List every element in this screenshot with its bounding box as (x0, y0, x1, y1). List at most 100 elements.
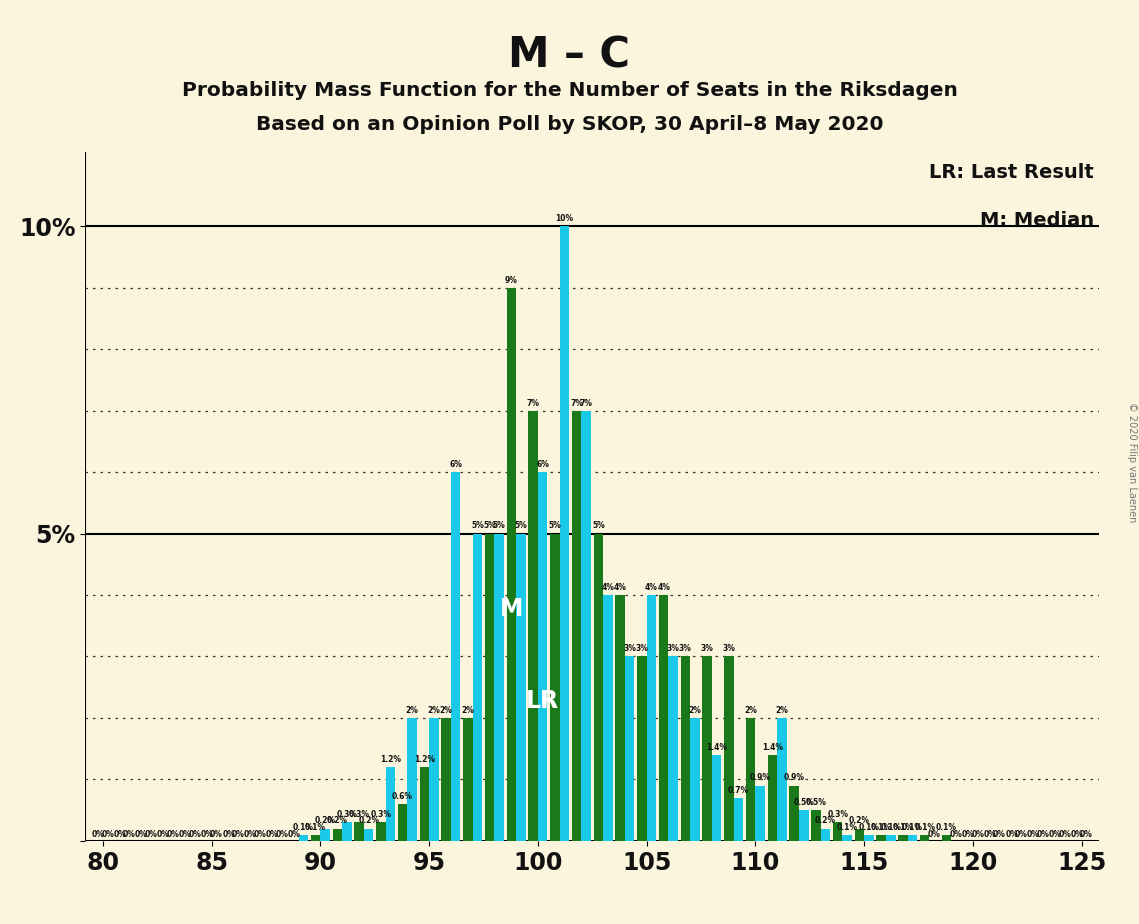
Text: 0.9%: 0.9% (749, 773, 771, 783)
Text: 0.3%: 0.3% (349, 810, 369, 820)
Text: 1.2%: 1.2% (380, 755, 401, 764)
Bar (320, 829, 330, 841)
Bar (777, 718, 787, 841)
Text: 0%: 0% (1049, 830, 1062, 839)
Bar (342, 822, 352, 841)
Text: 0%: 0% (1080, 830, 1093, 839)
Bar (865, 834, 874, 841)
Text: 0%: 0% (1006, 830, 1018, 839)
Text: 7%: 7% (580, 398, 592, 407)
Text: 0.9%: 0.9% (784, 773, 804, 783)
Text: Based on an Opinion Poll by SKOP, 30 April–8 May 2020: Based on an Opinion Poll by SKOP, 30 Apr… (256, 115, 883, 134)
Text: 0%: 0% (244, 830, 256, 839)
Text: 4%: 4% (614, 583, 626, 592)
Text: 0%: 0% (188, 830, 202, 839)
Text: 0.1%: 0.1% (936, 822, 957, 832)
Text: 0.2%: 0.2% (849, 817, 870, 825)
Text: 2%: 2% (688, 706, 702, 715)
Text: 0%: 0% (123, 830, 136, 839)
Text: 2%: 2% (405, 706, 419, 715)
Text: 0%: 0% (1071, 830, 1083, 839)
Bar (550, 533, 559, 841)
Bar (647, 595, 656, 841)
Text: LR: LR (526, 688, 559, 712)
Text: 0%: 0% (961, 830, 975, 839)
Bar (593, 533, 604, 841)
Text: 0%: 0% (276, 830, 288, 839)
Text: 3%: 3% (636, 644, 648, 653)
Text: 0%: 0% (1015, 830, 1027, 839)
Text: 0%: 0% (114, 830, 126, 839)
Bar (712, 755, 721, 841)
Bar (724, 656, 734, 841)
Text: 5%: 5% (483, 521, 495, 530)
Bar (408, 718, 417, 841)
Text: 0%: 0% (265, 830, 279, 839)
Bar (528, 410, 538, 841)
Text: 0.1%: 0.1% (880, 822, 901, 832)
Text: 0%: 0% (993, 830, 1006, 839)
Text: 0.3%: 0.3% (336, 810, 358, 820)
Bar (843, 834, 852, 841)
Bar (419, 767, 429, 841)
Text: 3%: 3% (722, 644, 736, 653)
Text: 0%: 0% (254, 830, 267, 839)
Bar (854, 829, 865, 841)
Text: 7%: 7% (571, 398, 583, 407)
Text: 0%: 0% (1058, 830, 1071, 839)
Bar (473, 533, 482, 841)
Text: 0%: 0% (101, 830, 114, 839)
Bar (363, 829, 374, 841)
Text: 0.5%: 0.5% (805, 798, 826, 807)
Text: 0%: 0% (928, 830, 941, 839)
Text: 0%: 0% (157, 830, 170, 839)
Bar (559, 226, 570, 841)
Bar (507, 287, 516, 841)
Bar (516, 533, 526, 841)
Bar (798, 810, 809, 841)
Text: 9%: 9% (505, 275, 518, 285)
Bar (755, 785, 765, 841)
Text: 0.1%: 0.1% (902, 822, 923, 832)
Bar (734, 797, 744, 841)
Text: 0%: 0% (972, 830, 984, 839)
Text: 0.1%: 0.1% (859, 822, 879, 832)
Bar (333, 829, 342, 841)
Text: 0.7%: 0.7% (728, 785, 749, 795)
Text: 0.1%: 0.1% (305, 822, 326, 832)
Bar (833, 822, 843, 841)
Bar (690, 718, 699, 841)
Text: LR: Last Result: LR: Last Result (929, 163, 1095, 182)
Text: 0%: 0% (222, 830, 235, 839)
Text: 3%: 3% (666, 644, 680, 653)
Text: 0%: 0% (166, 830, 179, 839)
Bar (637, 656, 647, 841)
Bar (376, 822, 386, 841)
Bar (876, 834, 886, 841)
Text: 0.1%: 0.1% (915, 822, 935, 832)
Text: 2%: 2% (776, 706, 788, 715)
Text: 0.3%: 0.3% (827, 810, 849, 820)
Text: 0.1%: 0.1% (870, 822, 892, 832)
Text: © 2020 Filip van Laenen: © 2020 Filip van Laenen (1128, 402, 1137, 522)
Text: 3%: 3% (700, 644, 713, 653)
Text: 0%: 0% (287, 830, 301, 839)
Bar (311, 834, 320, 841)
Text: 0%: 0% (145, 830, 157, 839)
Bar (485, 533, 494, 841)
Text: 4%: 4% (601, 583, 614, 592)
Text: 0%: 0% (1036, 830, 1049, 839)
Text: 0%: 0% (91, 830, 105, 839)
Text: 2%: 2% (440, 706, 452, 715)
Bar (354, 822, 363, 841)
Text: 5%: 5% (472, 521, 484, 530)
Bar (572, 410, 581, 841)
Bar (429, 718, 439, 841)
Text: 0.1%: 0.1% (837, 822, 858, 832)
Text: 0.2%: 0.2% (314, 817, 336, 825)
Text: 0%: 0% (231, 830, 245, 839)
Text: 6%: 6% (449, 460, 462, 469)
Bar (789, 785, 798, 841)
Bar (298, 834, 309, 841)
Bar (451, 472, 460, 841)
